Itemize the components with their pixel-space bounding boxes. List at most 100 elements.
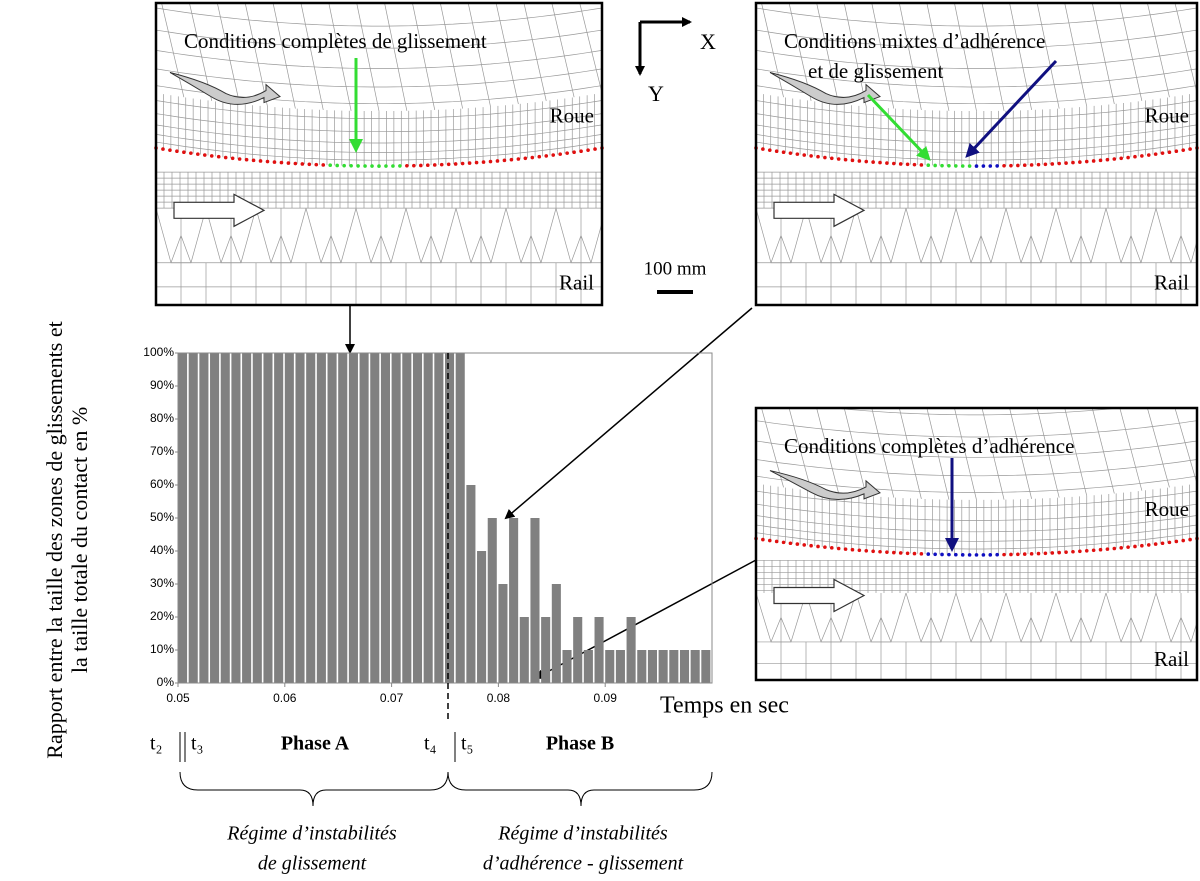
axis-x-label: X bbox=[700, 29, 716, 54]
mesh-line bbox=[244, 3, 268, 107]
mesh-line bbox=[955, 592, 1007, 643]
contact-node bbox=[1153, 542, 1158, 546]
t3: t₃ bbox=[191, 733, 204, 755]
mesh-line bbox=[455, 208, 507, 264]
contact-node bbox=[300, 162, 305, 166]
contact-node bbox=[892, 550, 896, 555]
bar bbox=[391, 353, 401, 683]
y-tick-label: 40% bbox=[150, 543, 174, 557]
contact-node bbox=[836, 546, 841, 551]
contact-node bbox=[995, 164, 999, 168]
bar bbox=[509, 518, 519, 683]
contact-node bbox=[823, 155, 827, 160]
y-tick-label: 80% bbox=[150, 411, 174, 425]
contact-node bbox=[1126, 155, 1130, 160]
bar bbox=[178, 353, 188, 683]
panel-title: Conditions complètes de glissement bbox=[184, 29, 487, 53]
contact-node bbox=[537, 154, 542, 159]
contact-node bbox=[1181, 148, 1186, 152]
contact-node bbox=[788, 151, 793, 155]
bar bbox=[327, 353, 337, 683]
pointer bbox=[866, 93, 931, 161]
contact-node bbox=[816, 154, 820, 159]
mesh-line bbox=[756, 349, 1197, 365]
bar bbox=[434, 353, 444, 683]
contact-node bbox=[898, 551, 903, 555]
contact-node bbox=[481, 160, 486, 164]
mesh-line bbox=[871, 3, 895, 109]
y-tick-label: 90% bbox=[150, 378, 174, 392]
contact-node bbox=[933, 163, 937, 168]
contact-node bbox=[460, 161, 465, 166]
regime-label: de glissement bbox=[258, 853, 367, 875]
contact-node bbox=[767, 148, 772, 152]
mesh-line bbox=[1147, 3, 1170, 98]
contact-node bbox=[878, 549, 882, 554]
contact-node bbox=[209, 154, 214, 158]
mesh-line bbox=[1119, 408, 1143, 491]
mesh-line bbox=[1155, 208, 1197, 264]
bar bbox=[306, 353, 316, 683]
contact-node bbox=[843, 157, 848, 162]
bar bbox=[498, 584, 508, 683]
mesh-line bbox=[1055, 208, 1107, 264]
contact-node bbox=[761, 537, 765, 542]
contact-node bbox=[1084, 159, 1089, 164]
contact-node bbox=[940, 163, 944, 168]
contact-node bbox=[974, 164, 979, 168]
contact-node bbox=[495, 159, 500, 163]
contact-node bbox=[960, 553, 965, 557]
contact-node bbox=[502, 158, 507, 163]
mesh-line bbox=[756, 29, 1197, 49]
contact-node bbox=[843, 547, 848, 551]
contact-node bbox=[774, 539, 779, 544]
contact-node bbox=[1016, 552, 1020, 557]
x-tick-label: 0.07 bbox=[380, 691, 404, 705]
contact-node bbox=[898, 162, 903, 166]
contact-node bbox=[349, 163, 353, 168]
contact-node bbox=[572, 150, 576, 155]
mesh-line bbox=[756, 475, 1197, 493]
mesh-line bbox=[1005, 592, 1057, 643]
contact-node bbox=[244, 157, 249, 162]
rail-label: Rail bbox=[1154, 647, 1189, 671]
mesh-line bbox=[300, 3, 324, 111]
contact-node bbox=[405, 163, 409, 168]
contact-node bbox=[1050, 162, 1055, 166]
mesh-line bbox=[1091, 3, 1115, 105]
bar bbox=[701, 650, 711, 683]
contact-node bbox=[919, 552, 924, 556]
bar bbox=[615, 650, 625, 683]
contact-node bbox=[1078, 160, 1082, 164]
contact-node bbox=[802, 543, 807, 547]
contact-node bbox=[335, 163, 339, 168]
bar bbox=[679, 650, 690, 683]
contact-node bbox=[1036, 162, 1041, 167]
mesh-line bbox=[305, 208, 357, 264]
bar bbox=[519, 617, 529, 683]
contact-node bbox=[926, 552, 931, 556]
contact-node bbox=[1112, 546, 1117, 551]
y-axis-title: Rapport entre la taille des zones de gli… bbox=[42, 321, 92, 759]
bar bbox=[690, 650, 700, 683]
mesh-line bbox=[954, 3, 977, 112]
mesh-line bbox=[1174, 3, 1197, 94]
mesh-line bbox=[830, 408, 1123, 416]
mesh-line bbox=[1105, 592, 1157, 643]
contact-node bbox=[258, 159, 263, 163]
mesh-line bbox=[905, 208, 957, 264]
bar bbox=[316, 353, 326, 683]
contact-node bbox=[885, 550, 889, 554]
x-tick-label: 0.08 bbox=[487, 691, 511, 705]
mesh-line bbox=[1009, 408, 1032, 499]
contact-node bbox=[286, 161, 291, 165]
mesh-line bbox=[255, 208, 307, 264]
bar bbox=[412, 353, 423, 683]
x-tick-label: 0.06 bbox=[273, 691, 297, 705]
contact-node bbox=[1036, 551, 1041, 556]
bar bbox=[423, 353, 433, 683]
bar bbox=[402, 353, 412, 683]
mesh-line bbox=[156, 7, 602, 27]
contact-node bbox=[954, 164, 958, 168]
bar bbox=[263, 353, 273, 683]
